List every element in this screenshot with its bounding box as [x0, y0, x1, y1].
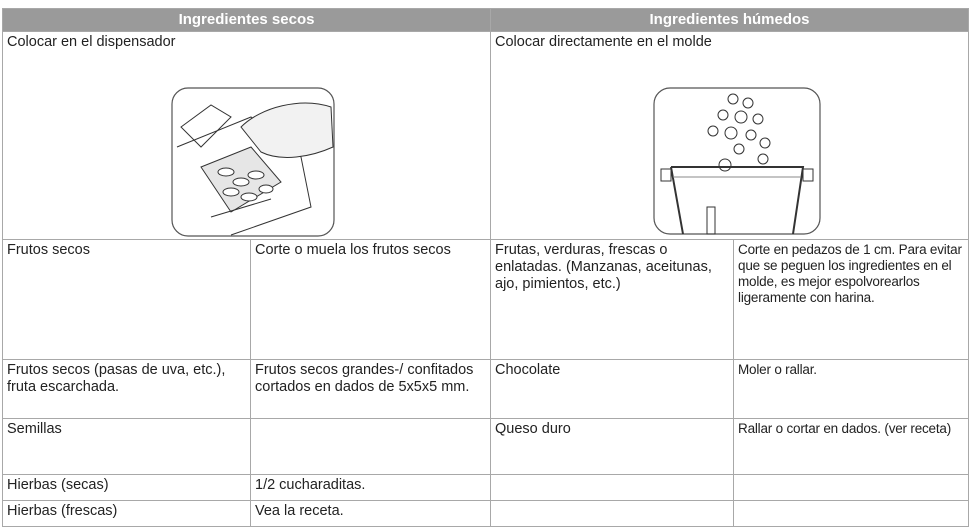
- instruction-text: Colocar en el dispensador: [7, 34, 176, 50]
- instruction-text: Colocar directamente en el molde: [495, 34, 712, 50]
- table-cell: 1/2 cucharaditas.: [249, 474, 492, 501]
- table-cell: Corte en pedazos de 1 cm. Para evitar qu…: [733, 239, 970, 360]
- table-row: Hierbas (secas) 1/2 cucharaditas.: [2, 474, 970, 501]
- table-cell: Hierbas (frescas): [2, 500, 251, 527]
- table-cell: Chocolate: [490, 359, 735, 419]
- table-cell: Frutos secos: [2, 239, 251, 360]
- table-cell: [249, 418, 492, 475]
- column-header: Ingredientes secos: [1, 8, 492, 32]
- ingredients-table: Ingredientes secos Ingredientes húmedos …: [1, 8, 970, 527]
- table-row: Semillas Queso duro Rallar o cortar en dad…: [2, 418, 970, 475]
- table-cell: Frutos secos (pasas de uva, etc.), fruta…: [2, 359, 251, 419]
- table-cell: Frutas, verduras, frescas o enlatadas. (…: [490, 239, 735, 360]
- instruction-cell: Colocar en el dispensador: [1, 31, 492, 240]
- table-cell: Queso duro: [490, 418, 735, 475]
- rows: Frutos secos Corte o muela los frutos sec…: [2, 239, 970, 527]
- header-row: Ingredientes secos Ingredientes húmedos: [1, 8, 970, 32]
- column-header: Ingredientes húmedos: [490, 8, 970, 32]
- table-row: Frutos secos (pasas de uva, etc.), fruta…: [2, 359, 970, 419]
- table-row: Hierbas (frescas) Vea la receta.: [2, 500, 970, 527]
- table-cell: [490, 500, 735, 527]
- instruction-cell: Colocar directamente en el molde: [490, 31, 970, 240]
- table-cell: Frutos secos grandes-/ confitados cortad…: [249, 359, 492, 419]
- table-cell: [733, 500, 970, 527]
- table-cell: Corte o muela los frutos secos: [249, 239, 492, 360]
- table-cell: [733, 474, 970, 501]
- table-cell: [490, 474, 735, 501]
- table-cell: Semillas: [2, 418, 251, 475]
- instruction-row: Colocar en el dispensador Colocar direct…: [1, 31, 970, 240]
- mold-illustration: [653, 87, 821, 235]
- dispenser-illustration: [171, 87, 335, 237]
- table-row: Frutos secos Corte o muela los frutos sec…: [2, 239, 970, 360]
- table-cell: Rallar o cortar en dados. (ver receta): [733, 418, 970, 475]
- table-cell: Moler o rallar.: [733, 359, 970, 419]
- table-cell: Hierbas (secas): [2, 474, 251, 501]
- table-cell: Vea la receta.: [249, 500, 492, 527]
